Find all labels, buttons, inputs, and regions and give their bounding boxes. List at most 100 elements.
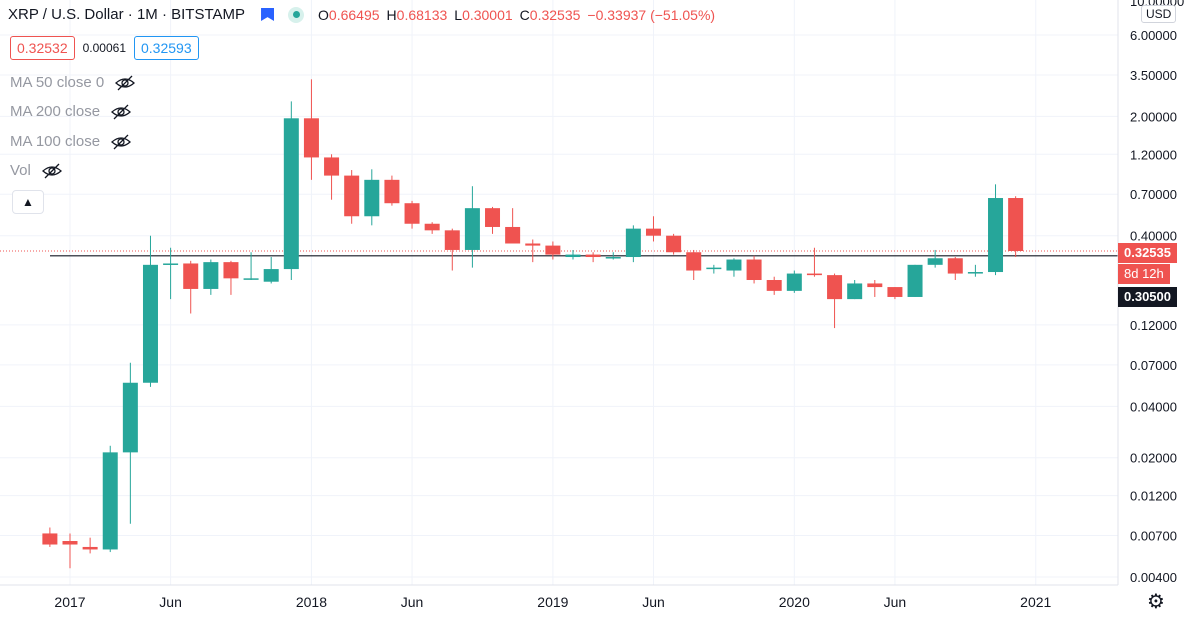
candle-body [444,230,460,250]
currency-badge[interactable]: USD [1141,5,1177,23]
candle-body [62,541,78,545]
price-tick-label: 0.00400 [1130,570,1177,585]
candle [142,235,158,387]
price-tick-label: 1.20000 [1130,147,1177,162]
candle [525,239,541,263]
candle-body [1008,198,1024,251]
candle [1008,196,1024,258]
price-tick-label: 0.12000 [1130,318,1177,333]
candle [283,101,299,281]
candle [444,228,460,271]
indicator-ma50[interactable]: MA 50 close 0 [10,74,136,91]
candle-body [786,273,802,291]
trade-prices: 0.32532 0.00061 0.32593 [10,36,199,60]
candle-body [806,273,822,276]
indicator-vol[interactable]: Vol [10,162,63,179]
candle [766,276,782,295]
candle [726,258,742,277]
collapse-legend-button[interactable]: ▲ [12,190,44,214]
candle [42,527,58,547]
candle [565,249,581,260]
candle [988,184,1004,276]
candle-body [505,226,521,244]
candle [62,533,78,569]
time-tick-label: 2021 [1020,594,1051,610]
candle [122,362,138,524]
candle [324,154,340,200]
candle-body [82,546,98,550]
candle-body [163,263,179,265]
candle-body [726,259,742,271]
symbol-title[interactable]: XRP / U.S. Dollar · 1M · BITSTAMP [8,6,246,23]
candle [706,264,722,274]
time-tick-label: Jun [884,594,907,610]
candle-body [625,228,641,258]
change-value: −0.33937 (−51.05%) [587,6,716,23]
candle [947,257,963,281]
candle [344,170,360,224]
candle-body [847,283,863,300]
candle-body [545,245,561,255]
symbol-name: XRP / U.S. Dollar [8,6,124,23]
candle [82,537,98,554]
hidden-eye-icon[interactable] [110,104,132,120]
candle-body [746,259,762,281]
candle [384,175,400,206]
indicator-label: MA 50 close 0 [10,74,105,91]
time-tick-label: 2017 [54,594,85,610]
candle-body [666,235,682,253]
indicator-label: MA 100 close [10,133,101,150]
candle [625,225,641,263]
open-label: O [318,6,329,23]
hidden-eye-icon[interactable] [110,134,132,150]
candle [102,445,118,553]
candle [666,233,682,255]
candle-body [565,254,581,258]
candle-body [122,382,138,453]
candle-body [464,208,480,250]
hidden-eye-icon[interactable] [41,163,63,179]
settings-gear-icon[interactable]: ⚙ [1147,591,1165,613]
price-tick-label: 0.00700 [1130,529,1177,544]
candle-body [867,283,883,288]
high-value: 0.68133 [396,6,448,23]
candle-body [686,252,702,271]
candle [786,270,802,293]
grid [0,0,1118,585]
candle [686,249,702,281]
candle-body [263,269,279,282]
candle-body [142,264,158,383]
sell-button[interactable]: 0.32532 [10,36,75,60]
hidden-eye-icon[interactable] [114,75,136,91]
candle [243,252,259,281]
candle-body [585,254,601,258]
candle [223,260,239,295]
candle [806,247,822,277]
price-tick-label: 0.04000 [1130,399,1177,414]
close-label: C [519,6,530,23]
candle-body [525,243,541,246]
candle [827,273,843,329]
indicator-ma200[interactable]: MA 200 close [10,103,132,120]
time-axis: 2017 Jun 2018 Jun 2019 Jun 2020 Jun 2021 [54,594,1051,610]
chart-legend: XRP / U.S. Dollar · 1M · BITSTAMP O 0.664… [8,6,722,23]
candle-body [947,258,963,274]
candles [42,79,1024,569]
high-label: H [386,6,397,23]
price-tick-label: 3.50000 [1130,68,1177,83]
candle [364,169,380,226]
open-value: 0.66495 [328,6,380,23]
interval: 1M [136,6,158,23]
price-axis: 6.00000 3.50000 2.00000 1.20000 0.70000 0.400… [1130,0,1184,585]
buy-button[interactable]: 0.32593 [134,36,199,60]
indicator-label: Vol [10,162,31,179]
candle-body [967,272,983,274]
candle [183,260,199,314]
candle [927,249,943,268]
candle-body [183,263,199,289]
indicator-ma100[interactable]: MA 100 close [10,133,132,150]
flag-icon[interactable] [261,8,275,21]
candle-body [42,533,58,545]
low-value: 0.30001 [462,6,513,23]
